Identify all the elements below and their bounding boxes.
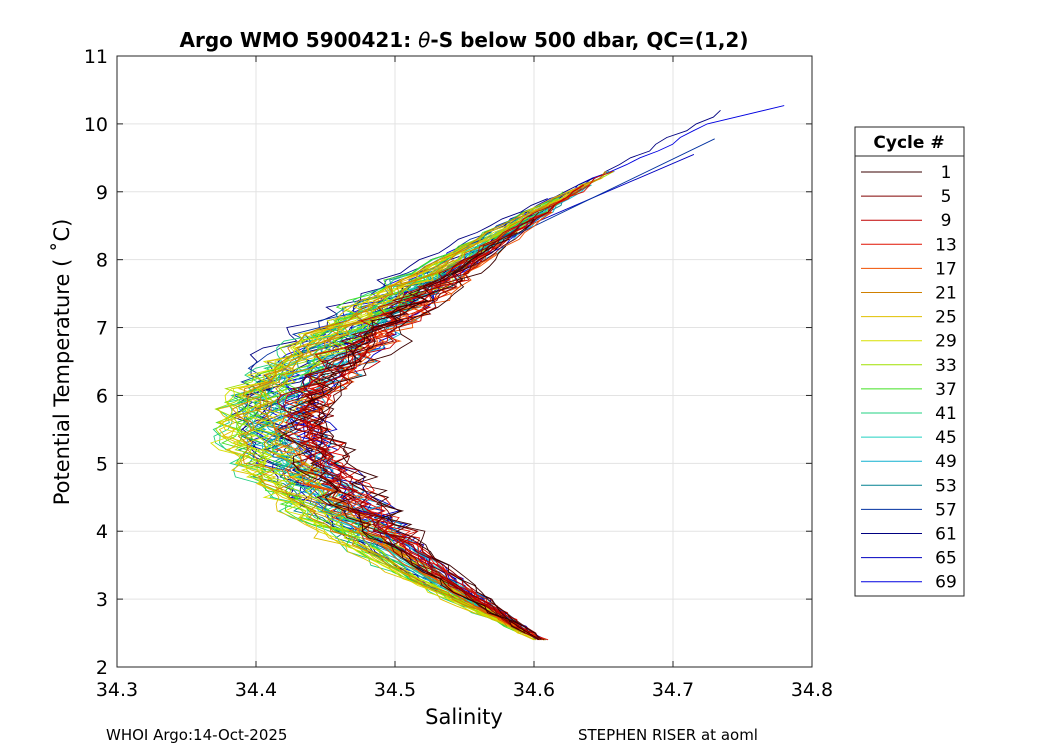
legend-box xyxy=(854,126,965,597)
legend-label-cycle-57: 57 xyxy=(935,500,957,520)
legend-label-cycle-65: 65 xyxy=(935,549,957,569)
legend-label-cycle-29: 29 xyxy=(935,332,957,352)
series-line-cycle-21 xyxy=(231,238,508,627)
series-line-cycle-5 xyxy=(277,232,539,641)
axis-ticks: 34.3 34.4 34.5 34.6 34.7 34.8 2 3 4 5 6 7 8 9 10 11 xyxy=(84,46,833,701)
legend-label-cycle-9: 9 xyxy=(941,211,952,231)
series-group xyxy=(209,105,785,641)
footer-author: STEPHEN RISER at aoml xyxy=(578,726,758,744)
legend-label-cycle-17: 17 xyxy=(935,259,957,279)
y-tick-label: 9 xyxy=(96,182,108,204)
y-tick-label: 11 xyxy=(84,46,108,68)
series-line-cycle-1 xyxy=(307,245,542,641)
series-line-cycle-13 xyxy=(299,184,584,634)
series-line-cycle-45 xyxy=(271,218,528,634)
chart-title: Argo WMO 5900421: θ-S below 500 dbar, QC… xyxy=(180,28,749,52)
footer-credit: WHOI Argo:14-Oct-2025 xyxy=(106,726,288,744)
legend-label-cycle-49: 49 xyxy=(935,452,957,472)
legend-label-cycle-69: 69 xyxy=(935,573,957,593)
series-line-cycle-9 xyxy=(284,218,536,634)
series-line-cycle-1 xyxy=(310,245,540,641)
legend-title: Cycle # xyxy=(873,133,944,153)
legend-label-cycle-41: 41 xyxy=(935,404,957,424)
y-tick-label: 2 xyxy=(96,657,108,679)
y-tick-label: 5 xyxy=(96,453,108,475)
legend-label-cycle-53: 53 xyxy=(935,476,957,496)
series-line-cycle-65 xyxy=(294,153,695,634)
x-tick-label: 34.5 xyxy=(374,679,416,701)
legend-label-cycle-21: 21 xyxy=(935,284,957,304)
legend-label-cycle-61: 61 xyxy=(935,525,957,545)
x-tick-label: 34.3 xyxy=(96,679,138,701)
legend-label-cycle-1: 1 xyxy=(941,163,952,183)
series-line-cycle-13 xyxy=(304,252,545,641)
series-line-cycle-25 xyxy=(217,177,601,641)
y-tick-label: 10 xyxy=(84,114,108,136)
y-axis-label: Potential Temperature ( ˚C) xyxy=(50,219,74,506)
y-tick-label: 3 xyxy=(96,589,108,611)
legend-label-cycle-5: 5 xyxy=(941,187,952,207)
series-line-cycle-5 xyxy=(300,218,545,641)
legend-label-cycle-13: 13 xyxy=(935,235,957,255)
grid-lines xyxy=(116,55,813,668)
legend-label-cycle-45: 45 xyxy=(935,428,957,448)
y-tick-label: 6 xyxy=(96,385,108,407)
y-tick-label: 8 xyxy=(96,250,108,272)
series-line-cycle-21 xyxy=(234,177,602,641)
legend: Cycle # 1 5 9 13 17 21 25 29 33 37 41 45 49 53 57 61 65 6… xyxy=(854,126,965,597)
series-line-cycle-1 xyxy=(310,238,525,627)
series-line-cycle-33 xyxy=(214,171,615,634)
x-tick-label: 34.6 xyxy=(513,679,555,701)
series-line-cycle-41 xyxy=(256,177,602,641)
legend-label-cycle-37: 37 xyxy=(935,380,957,400)
x-tick-label: 34.8 xyxy=(791,679,833,701)
plot-area xyxy=(116,55,813,668)
legend-label-cycle-33: 33 xyxy=(935,356,957,376)
series-line-cycle-29 xyxy=(242,225,531,634)
legend-label-cycle-25: 25 xyxy=(935,308,957,328)
x-tick-label: 34.4 xyxy=(235,679,277,701)
series-line-cycle-29 xyxy=(222,252,525,634)
x-tick-label: 34.7 xyxy=(652,679,694,701)
y-tick-label: 7 xyxy=(96,318,108,340)
series-line-cycle-1 xyxy=(279,218,535,634)
y-tick-label: 4 xyxy=(96,521,108,543)
series-line-cycle-5 xyxy=(301,211,540,634)
x-axis-label: Salinity xyxy=(425,705,503,729)
